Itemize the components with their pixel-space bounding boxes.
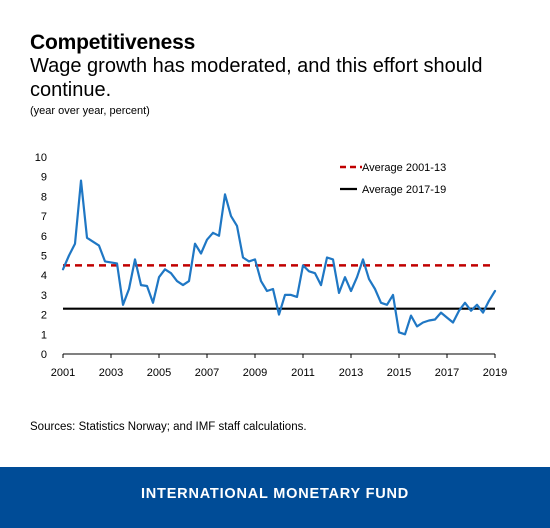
y-tick-label: 8: [41, 191, 47, 203]
y-tick-label: 1: [41, 329, 47, 341]
x-axis: 2001 2003 2005 2007 2009 2011 2013 2015 2017 2019: [51, 353, 507, 379]
x-tick-label: 2015: [387, 367, 411, 379]
y-tick-label: 5: [41, 251, 47, 263]
x-tick-label: 2001: [51, 367, 75, 379]
x-tick-label: 2003: [99, 367, 123, 379]
y-tick-label: 10: [35, 152, 47, 164]
footer-bar: INTERNATIONAL MONETARY FUND: [0, 467, 550, 528]
line-chart: 0 1 2 3 4 5 6 7 8 9 10 2001 2003 2005 2007 2009 2011 201…: [35, 152, 507, 379]
x-tick-label: 2017: [435, 367, 459, 379]
x-tick-label: 2019: [483, 367, 507, 379]
y-tick-label: 9: [41, 172, 47, 184]
legend: Average 2001-13 Average 2017-19: [340, 162, 446, 196]
y-tick-label: 7: [41, 211, 47, 223]
x-tick-label: 2005: [147, 367, 171, 379]
y-tick-label: 2: [41, 310, 47, 322]
reference-lines: [63, 264, 495, 310]
chart-subtitle: Wage growth has moderated, and this effo…: [30, 55, 483, 101]
x-tick-label: 2007: [195, 367, 219, 379]
y-axis: 0 1 2 3 4 5 6 7 8 9 10: [35, 152, 47, 361]
chart-title: Competitiveness: [30, 31, 196, 54]
source-note: Sources: Statistics Norway; and IMF staf…: [30, 421, 307, 433]
y-tick-label: 4: [41, 270, 47, 282]
legend-label: Average 2001-13: [362, 162, 446, 174]
org-name: INTERNATIONAL MONETARY FUND: [140, 486, 410, 502]
wage-growth-line: [61, 179, 497, 336]
y-tick-label: 6: [41, 231, 47, 243]
x-tick-label: 2013: [339, 367, 363, 379]
x-tick-label: 2009: [243, 367, 267, 379]
y-tick-label: 0: [41, 349, 47, 361]
legend-label: Average 2017-19: [362, 184, 446, 196]
units-label: (year over year, percent): [30, 105, 150, 117]
y-tick-label: 3: [41, 290, 47, 302]
series-layer: [61, 179, 497, 336]
x-tick-label: 2011: [291, 367, 315, 379]
